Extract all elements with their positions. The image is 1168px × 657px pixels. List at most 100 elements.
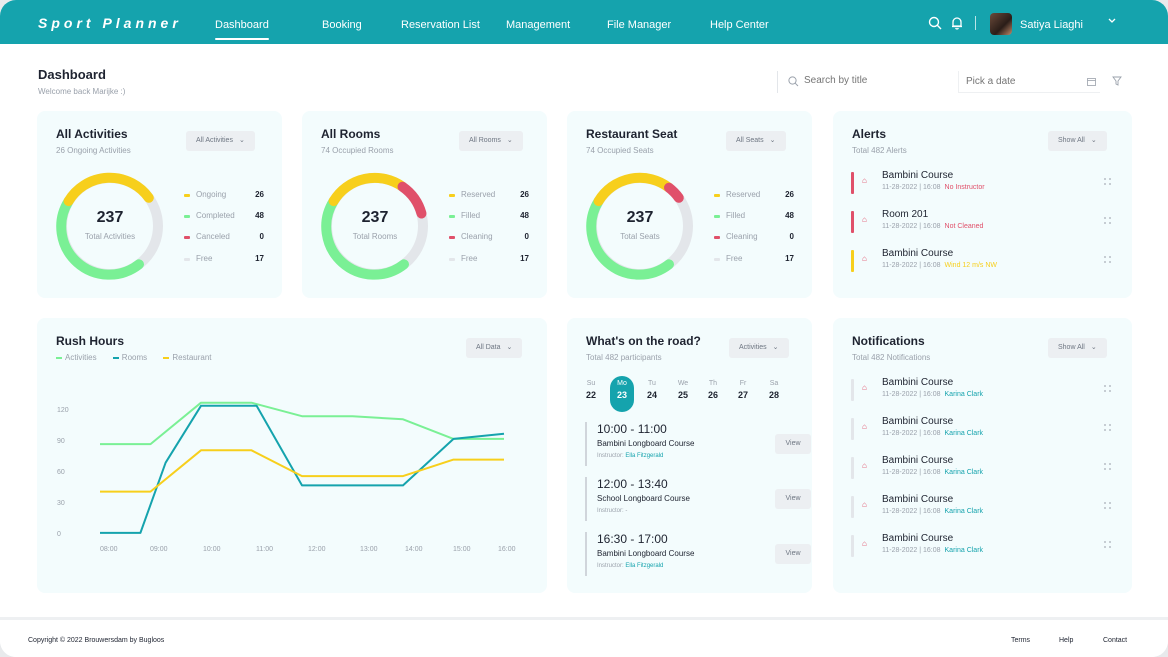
x-tick: 12:00	[308, 546, 326, 553]
footer-link-terms[interactable]: Terms	[1011, 637, 1031, 644]
day-tuesday[interactable]: Tu 24	[640, 376, 664, 410]
alert-item[interactable]: ⌂ Bambini Course 11-28-2022 | 16:08 No In…	[851, 170, 1121, 196]
y-tick: 60	[57, 469, 65, 476]
legend-reserved: Reserved 26	[714, 190, 794, 202]
day-name: Mo	[617, 380, 627, 387]
day-thursday[interactable]: Th 26	[701, 376, 725, 410]
more-options-icon[interactable]	[1104, 256, 1112, 264]
legend-filled: Filled 48	[714, 211, 794, 223]
card-title: All Rooms	[321, 127, 381, 141]
x-tick: 10:00	[203, 546, 221, 553]
day-friday[interactable]: Fr 27	[731, 376, 755, 410]
view-button[interactable]: View	[775, 489, 811, 509]
activities-filter-dropdown[interactable]: All Activities ⌄	[186, 131, 255, 151]
legend-marker	[714, 215, 720, 218]
avatar[interactable]	[990, 13, 1012, 35]
legend-value: 26	[255, 190, 264, 199]
more-options-icon[interactable]	[1104, 178, 1112, 186]
notification-bar	[851, 496, 854, 518]
notification-person[interactable]: Karina Clark	[944, 430, 984, 437]
day-sunday[interactable]: Su 22	[579, 376, 603, 410]
chevron-down-icon: ⌄	[769, 137, 776, 144]
legend-ongoing: Ongoing 26	[184, 190, 264, 202]
notifications-filter-dropdown[interactable]: Show All ⌄	[1048, 338, 1107, 358]
day-number: 26	[707, 390, 718, 400]
more-options-icon[interactable]	[1104, 217, 1112, 225]
instructor-name[interactable]: Ella Fitzgerald	[625, 453, 664, 459]
alert-icon: ⌂	[862, 215, 867, 224]
instructor-name: -	[625, 508, 628, 514]
search-input[interactable]	[804, 75, 939, 86]
more-options-icon[interactable]	[1104, 424, 1112, 432]
instructor-label: Instructor:	[597, 453, 624, 459]
nav-dashboard[interactable]: Dashboard	[215, 19, 269, 40]
rooms-filter-dropdown[interactable]: All Rooms ⌄	[459, 131, 523, 151]
legend-marker	[449, 258, 455, 261]
day-monday-selected[interactable]: Mo 23	[610, 376, 634, 412]
legend-marker	[714, 236, 720, 239]
alert-meta: 11-28-2022 | 16:08 Not Cleaned	[882, 223, 983, 230]
nav-booking[interactable]: Booking	[322, 19, 362, 31]
restaurant-seat-card: Restaurant Seat 74 Occupied Seats All Se…	[567, 111, 812, 298]
footer-link-help[interactable]: Help	[1059, 637, 1074, 644]
dropdown-label: Show All	[1058, 344, 1085, 351]
alert-date: 11-28-2022 | 16:08	[882, 262, 941, 269]
seats-filter-dropdown[interactable]: All Seats ⌄	[726, 131, 786, 151]
user-name[interactable]: Satiya Liaghi	[1020, 19, 1083, 31]
notification-item[interactable]: ⌂ Bambini Course 11-28-2022 | 16:08 Karin…	[851, 377, 1121, 403]
notification-person[interactable]: Karina Clark	[944, 469, 984, 476]
notification-person[interactable]: Karina Clark	[944, 508, 984, 515]
date-picker[interactable]	[958, 71, 1100, 93]
day-saturday[interactable]: Sa 28	[762, 376, 786, 410]
view-button[interactable]: View	[775, 434, 811, 454]
notification-icon: ⌂	[862, 422, 867, 431]
more-options-icon[interactable]	[1104, 541, 1112, 549]
search-icon[interactable]	[928, 16, 942, 30]
alerts-card: Alerts Total 482 Alerts Show All ⌄ ⌂ Bamb…	[833, 111, 1132, 298]
notification-person[interactable]: Karina Clark	[944, 547, 984, 554]
nav-management[interactable]: Management	[506, 19, 571, 31]
more-options-icon[interactable]	[1104, 463, 1112, 471]
day-wednesday[interactable]: We 25	[671, 376, 695, 410]
notification-meta: 11-28-2022 | 16:08 Karina Clark	[882, 508, 983, 515]
notification-bar	[851, 418, 854, 440]
calendar-icon[interactable]	[1087, 77, 1096, 86]
filter-icon[interactable]	[1112, 76, 1122, 86]
notification-item[interactable]: ⌂ Bambini Course 11-28-2022 | 16:08 Karin…	[851, 455, 1121, 481]
notification-person[interactable]: Karina Clark	[944, 391, 984, 398]
notification-meta: 11-28-2022 | 16:08 Karina Clark	[882, 391, 983, 398]
alert-date: 11-28-2022 | 16:08	[882, 184, 941, 191]
bell-icon[interactable]	[950, 16, 964, 30]
more-options-icon[interactable]	[1104, 502, 1112, 510]
notification-item[interactable]: ⌂ Bambini Course 11-28-2022 | 16:08 Karin…	[851, 416, 1121, 442]
instructor-name[interactable]: Ella Fitzgerald	[625, 563, 664, 569]
dropdown-label: All Data	[476, 344, 501, 351]
road-filter-dropdown[interactable]: Activities ⌄	[729, 338, 789, 358]
dropdown-label: All Rooms	[469, 137, 501, 144]
date-input[interactable]	[966, 76, 1076, 87]
app-logo[interactable]: Sport Planner	[38, 15, 182, 31]
card-subtitle: Total 482 participants	[586, 353, 662, 362]
alert-item[interactable]: ⌂ Bambini Course 11-28-2022 | 16:08 Wind …	[851, 248, 1121, 274]
alerts-filter-dropdown[interactable]: Show All ⌄	[1048, 131, 1107, 151]
donut-segment-ongoing	[63, 172, 154, 207]
nav-file-manager[interactable]: File Manager	[607, 19, 672, 31]
notification-date: 11-28-2022 | 16:08	[882, 547, 941, 554]
alert-icon: ⌂	[862, 176, 867, 185]
notification-item[interactable]: ⌂ Bambini Course 11-28-2022 | 16:08 Karin…	[851, 533, 1121, 559]
legend-label: Cleaning	[461, 232, 493, 241]
alert-item[interactable]: ⌂ Room 201 11-28-2022 | 16:08 Not Cleaned	[851, 209, 1121, 235]
more-options-icon[interactable]	[1104, 385, 1112, 393]
event-instructor: Instructor: Ella Fitzgerald	[597, 453, 663, 459]
legend-label-activities: Activities	[65, 353, 97, 362]
footer-link-contact[interactable]: Contact	[1103, 637, 1128, 644]
notification-item[interactable]: ⌂ Bambini Course 11-28-2022 | 16:08 Karin…	[851, 494, 1121, 520]
chevron-down-icon[interactable]	[1108, 18, 1116, 24]
view-button[interactable]: View	[775, 544, 811, 564]
notifications-card: Notifications Total 482 Notifications Sh…	[833, 318, 1132, 593]
nav-reservation-list[interactable]: Reservation List	[401, 19, 480, 31]
legend-value: 17	[255, 254, 264, 263]
nav-help-center[interactable]: Help Center	[710, 19, 769, 31]
rush-filter-dropdown[interactable]: All Data ⌄	[466, 338, 523, 358]
